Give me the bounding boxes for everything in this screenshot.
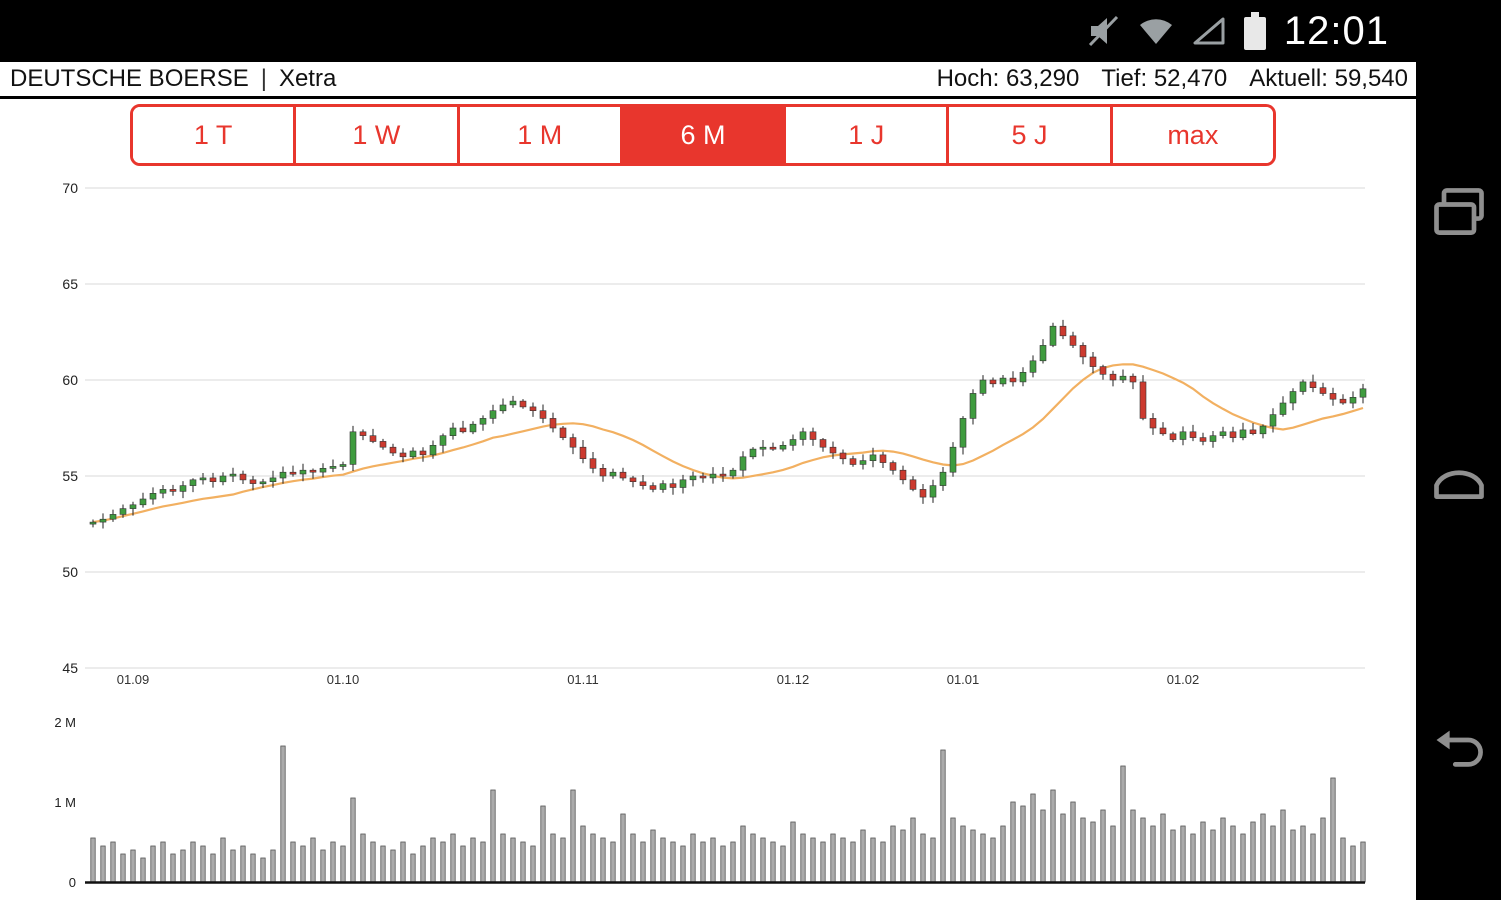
volume-chart-canvas[interactable]: 2 M 1 M 0 xyxy=(0,708,1416,890)
svg-text:2 M: 2 M xyxy=(54,715,76,730)
exchange-name: Xetra xyxy=(278,65,337,92)
range-button-1m[interactable]: 1 M xyxy=(456,107,620,163)
stat-tief: Tief: 52,470 xyxy=(1101,65,1228,92)
svg-text:50: 50 xyxy=(62,564,78,580)
svg-text:1 M: 1 M xyxy=(54,795,76,810)
clock: 12:01 xyxy=(1283,8,1389,53)
instrument-name: DEUTSCHE BOERSE xyxy=(10,65,249,92)
quote-stats: Hoch: 63,290 Tief: 52,470 Aktuell: 59,54… xyxy=(923,65,1408,93)
range-button-max[interactable]: max xyxy=(1109,107,1273,163)
volume-chart[interactable]: 2 M 1 M 0 xyxy=(0,708,1416,890)
instrument-title: DEUTSCHE BOERSE | Xetra xyxy=(10,65,336,93)
range-button-6m[interactable]: 6 M xyxy=(619,107,784,163)
recents-icon[interactable] xyxy=(1427,184,1491,240)
svg-text:01.12: 01.12 xyxy=(777,672,810,687)
svg-text:01.10: 01.10 xyxy=(327,672,360,687)
app-header: DEUTSCHE BOERSE | Xetra Hoch: 63,290 Tie… xyxy=(0,62,1416,99)
svg-text:01.09: 01.09 xyxy=(117,672,150,687)
svg-text:60: 60 xyxy=(62,372,78,388)
title-separator: | xyxy=(260,65,267,92)
svg-text:0: 0 xyxy=(69,875,76,890)
range-selector: 1 T 1 W 1 M 6 M 1 J 5 J max xyxy=(130,104,1276,166)
status-bar: 12:01 xyxy=(0,0,1501,62)
price-chart[interactable]: 70 65 60 55 50 45 01.09 01.10 01.11 01.12 01.01 01.… xyxy=(0,180,1416,692)
range-button-5j[interactable]: 5 J xyxy=(946,107,1110,163)
stat-hoch: Hoch: 63,290 xyxy=(936,65,1080,92)
price-chart-canvas[interactable]: 70 65 60 55 50 45 01.09 01.10 01.11 01.12 01.01 01.… xyxy=(0,180,1416,692)
svg-text:65: 65 xyxy=(62,276,78,292)
svg-text:70: 70 xyxy=(62,180,78,196)
svg-text:45: 45 xyxy=(62,660,78,676)
home-icon[interactable] xyxy=(1427,448,1491,504)
wifi-icon xyxy=(1136,16,1176,46)
range-button-1j[interactable]: 1 J xyxy=(783,107,947,163)
svg-text:01.02: 01.02 xyxy=(1167,672,1200,687)
mute-icon xyxy=(1088,14,1120,48)
battery-icon xyxy=(1242,10,1268,52)
range-button-1t[interactable]: 1 T xyxy=(133,107,294,163)
svg-text:55: 55 xyxy=(62,468,78,484)
svg-text:01.01: 01.01 xyxy=(947,672,980,687)
stat-aktuell: Aktuell: 59,540 xyxy=(1249,65,1408,92)
back-icon[interactable] xyxy=(1427,712,1491,768)
range-button-1w[interactable]: 1 W xyxy=(293,107,457,163)
svg-text:01.11: 01.11 xyxy=(567,672,599,687)
signal-icon xyxy=(1192,16,1226,46)
navigation-bar xyxy=(1416,62,1501,900)
